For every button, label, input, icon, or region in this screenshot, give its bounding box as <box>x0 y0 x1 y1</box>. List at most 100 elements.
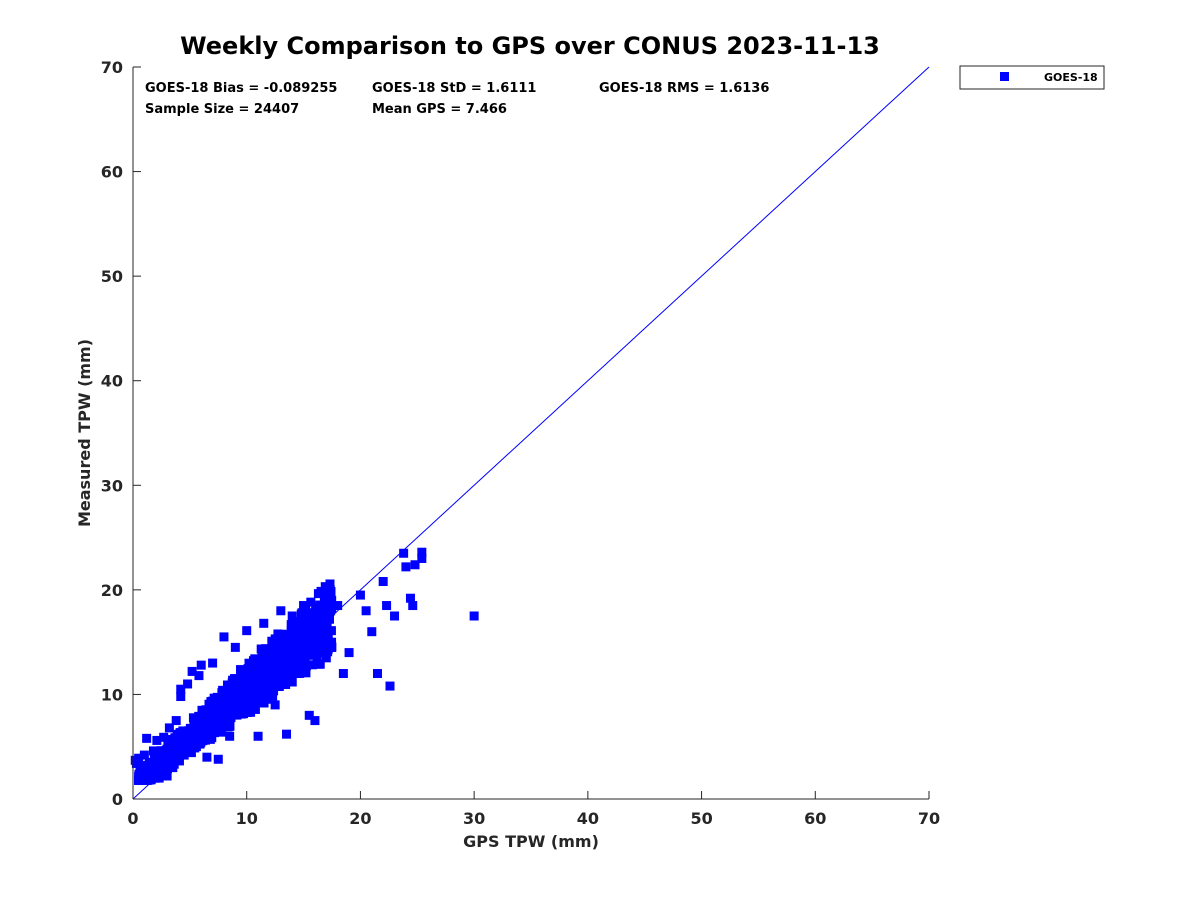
stat-mean-gps: Mean GPS = 7.466 <box>372 102 507 117</box>
data-point <box>410 560 420 570</box>
data-point <box>307 660 317 670</box>
data-point <box>259 618 269 628</box>
data-point <box>251 687 261 697</box>
data-point <box>131 758 141 768</box>
data-point <box>218 715 228 725</box>
data-point <box>261 644 271 654</box>
data-point <box>231 688 241 698</box>
data-point <box>287 611 297 621</box>
data-point <box>206 710 216 720</box>
data-point <box>259 660 269 670</box>
data-point <box>168 763 178 773</box>
data-point <box>208 658 218 668</box>
data-point <box>401 562 411 572</box>
data-point <box>194 671 204 681</box>
y-tick-label: 20 <box>101 581 123 600</box>
data-point <box>273 629 283 639</box>
data-points <box>130 547 479 785</box>
data-point <box>209 716 219 726</box>
data-point <box>139 750 149 760</box>
data-point <box>319 597 329 607</box>
data-point <box>205 721 215 731</box>
data-point <box>213 754 223 764</box>
data-point <box>148 746 158 756</box>
data-point <box>313 589 323 599</box>
data-point <box>187 666 197 676</box>
data-point <box>224 721 234 731</box>
x-tick-label: 70 <box>918 809 940 828</box>
data-point <box>321 591 331 601</box>
data-point <box>300 652 310 662</box>
data-point <box>240 687 250 697</box>
data-point <box>259 687 269 697</box>
y-tick-label: 0 <box>112 790 123 809</box>
x-tick-label: 50 <box>690 809 712 828</box>
x-tick-label: 40 <box>577 809 599 828</box>
y-axis-label: Measured TPW (mm) <box>75 339 94 527</box>
x-ticks: 0 10 20 30 40 50 60 70 <box>127 791 940 828</box>
data-point <box>405 593 415 603</box>
data-point <box>264 658 274 668</box>
data-point <box>135 775 145 785</box>
data-point <box>322 619 332 629</box>
data-point <box>270 700 280 710</box>
data-point <box>228 700 238 710</box>
data-point <box>162 771 172 781</box>
data-point <box>324 585 334 595</box>
legend-marker-goes-18 <box>1000 72 1009 81</box>
stat-sample-size: Sample Size = 24407 <box>145 102 299 117</box>
data-point <box>312 646 322 656</box>
data-point <box>318 648 328 658</box>
data-point <box>276 606 286 616</box>
data-point <box>191 740 201 750</box>
data-point <box>200 719 210 729</box>
data-point <box>221 689 231 699</box>
data-point <box>197 705 207 715</box>
data-point <box>295 634 305 644</box>
data-point <box>196 660 206 670</box>
data-point <box>268 684 278 694</box>
data-point <box>417 547 427 557</box>
data-point <box>302 626 312 636</box>
data-point <box>310 640 320 650</box>
data-point <box>293 669 303 679</box>
data-point <box>316 640 326 650</box>
data-point <box>361 606 371 616</box>
data-point <box>235 679 245 689</box>
data-point <box>321 653 331 663</box>
x-axis-label: GPS TPW (mm) <box>463 832 599 851</box>
one-to-one-line <box>132 66 930 800</box>
data-point <box>408 601 418 611</box>
data-point <box>338 669 348 679</box>
data-point <box>158 749 168 759</box>
data-point <box>214 726 224 736</box>
data-point <box>276 648 286 658</box>
data-point <box>286 647 296 657</box>
y-tick-label: 70 <box>101 58 123 77</box>
data-point <box>372 669 382 679</box>
legend: GOES-18 <box>959 65 1105 90</box>
data-point <box>145 763 155 773</box>
data-point <box>179 750 189 760</box>
data-point <box>254 665 264 675</box>
y-tick-label: 40 <box>101 372 123 391</box>
data-point <box>236 665 246 675</box>
data-point <box>297 608 307 618</box>
data-point <box>327 604 337 614</box>
data-point <box>283 639 293 649</box>
data-point <box>256 697 266 707</box>
data-point <box>304 710 314 720</box>
data-point <box>299 647 309 657</box>
data-point <box>310 716 320 726</box>
data-point <box>305 612 315 622</box>
data-point <box>327 637 337 647</box>
data-point <box>266 645 276 655</box>
x-tick-label: 20 <box>349 809 371 828</box>
data-point <box>156 759 166 769</box>
data-point <box>378 576 388 586</box>
chart-title: Weekly Comparison to GPS over CONUS 2023… <box>180 32 880 60</box>
x-tick-label: 10 <box>236 809 258 828</box>
data-point <box>222 680 232 690</box>
data-point <box>137 761 147 771</box>
y-ticks: 0 10 20 30 40 50 60 70 <box>101 58 141 809</box>
